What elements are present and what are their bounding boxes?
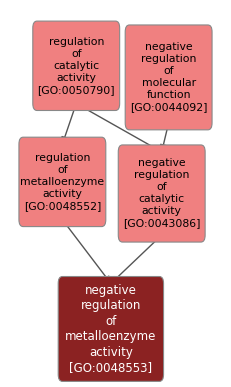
Text: negative
regulation
of
molecular
function
[GO:0044092]: negative regulation of molecular functio… xyxy=(130,43,207,112)
FancyBboxPatch shape xyxy=(118,145,205,242)
FancyBboxPatch shape xyxy=(33,21,120,111)
Text: negative
regulation
of
metalloenzyme
activity
[GO:0048553]: negative regulation of metalloenzyme act… xyxy=(65,284,157,374)
FancyBboxPatch shape xyxy=(58,276,164,382)
Text: regulation
of
catalytic
activity
[GO:0050790]: regulation of catalytic activity [GO:005… xyxy=(37,37,115,95)
Text: negative
regulation
of
catalytic
activity
[GO:0043086]: negative regulation of catalytic activit… xyxy=(123,159,201,228)
FancyBboxPatch shape xyxy=(125,25,212,130)
FancyBboxPatch shape xyxy=(19,137,106,227)
Text: regulation
of
metalloenzyme
activity
[GO:0048552]: regulation of metalloenzyme activity [GO… xyxy=(20,153,104,211)
